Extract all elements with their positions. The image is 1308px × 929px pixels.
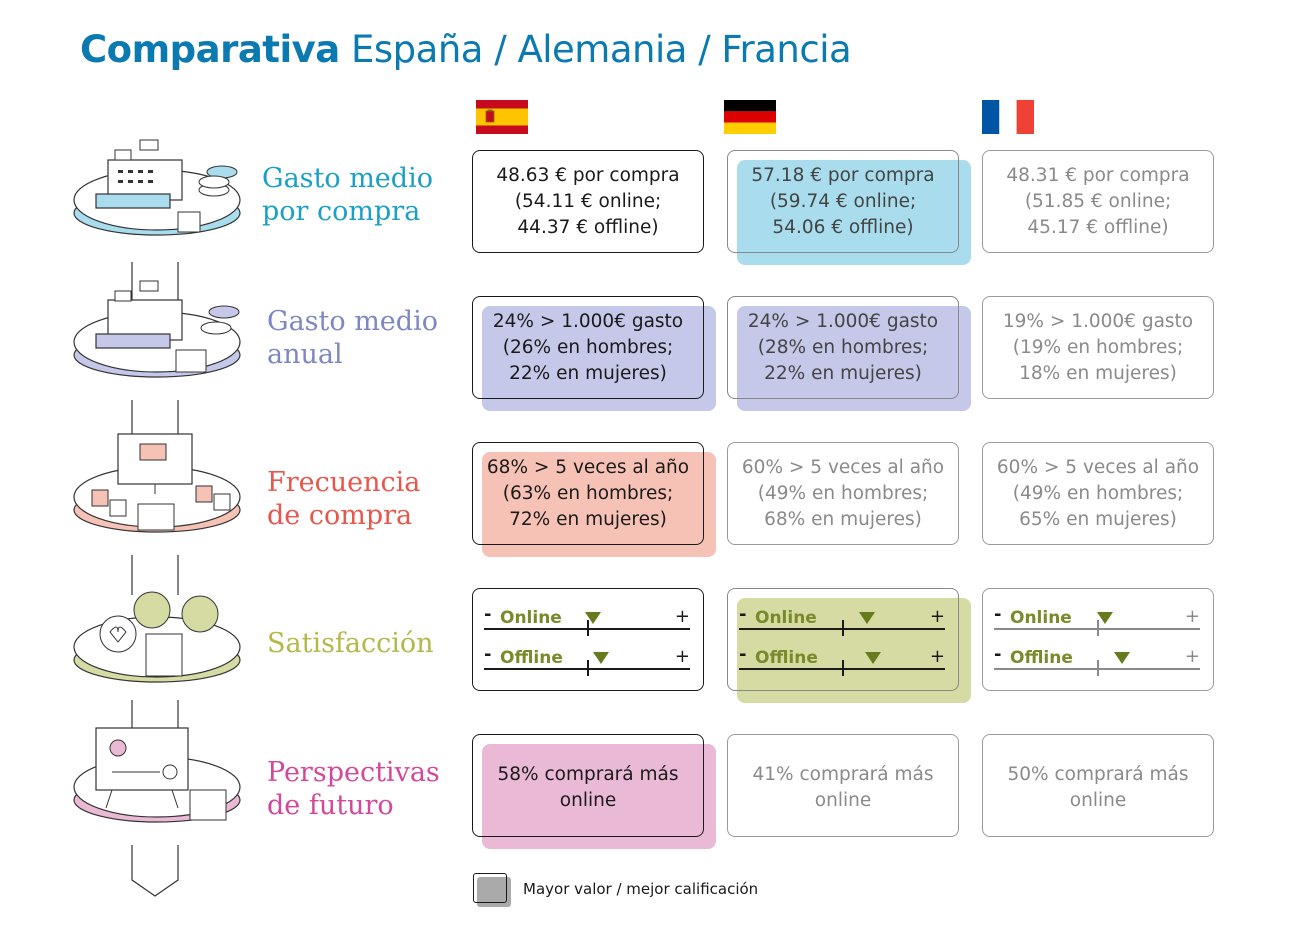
spain-flag-icon — [476, 100, 528, 134]
cell-gasto-anual-alemania: 24% > 1.000€ gasto (28% en hombres; 22% en… — [727, 296, 971, 411]
satisfaction-icon — [73, 591, 241, 683]
france-flag-icon — [982, 100, 1034, 134]
online-scale: - Online + — [739, 604, 945, 636]
legend-text: Mayor valor / mejor calificación — [523, 880, 759, 898]
online-marker — [858, 612, 875, 624]
offline-scale: - Offline + — [484, 644, 690, 676]
online-scale: - Online + — [994, 604, 1200, 636]
cell-gasto-anual-espana: 24% > 1.000€ gasto (26% en hombres; 22% en… — [472, 296, 716, 411]
title-bold: Comparativa — [80, 28, 340, 71]
cell-frecuencia-alemania: 60% > 5 veces al año (49% en hombres; 68% … — [727, 442, 959, 545]
cell-perspectivas-espana: 58% comprará más online — [472, 734, 716, 849]
offline-scale: - Offline + — [994, 644, 1200, 676]
cell-gasto-anual-francia: 19% > 1.000€ gasto (19% en hombres; 18% en… — [982, 296, 1214, 399]
cell-satisfaccion-alemania: - Online + - Offline + — [727, 588, 971, 703]
cell-perspectivas-francia: 50% comprará más online — [982, 734, 1214, 837]
cash-register-icon — [73, 139, 241, 236]
germany-flag-icon — [724, 100, 776, 134]
cell-satisfaccion-espana: - Online + - Offline + — [472, 588, 704, 691]
cell-gasto-compra-francia: 48.31 € por compra (51.85 € online; 45.17 … — [982, 150, 1214, 253]
page-title: Comparativa España / Alemania / Francia — [80, 28, 852, 71]
offline-scale: - Offline + — [739, 644, 945, 676]
cell-frecuencia-espana: 68% > 5 veces al año (63% en hombres; 72% … — [472, 442, 716, 557]
online-marker — [585, 612, 602, 624]
row-label-gasto-anual: Gasto medio anual — [267, 306, 438, 370]
online-marker — [1097, 612, 1114, 624]
row-label-satisfaccion: Satisfacción — [267, 628, 434, 659]
cash-register-calendar-icon — [73, 280, 241, 378]
legend-swatch — [473, 873, 511, 907]
row-label-frecuencia: Frecuencia de compra — [267, 467, 421, 531]
cell-satisfaccion-francia: - Online + - Offline + — [982, 588, 1214, 691]
row-label-perspectivas: Perspectivas de futuro — [267, 757, 440, 821]
cell-perspectivas-alemania: 41% comprará más online — [727, 734, 959, 837]
presentation-board-icon — [73, 727, 241, 823]
computer-shopping-icon — [73, 433, 241, 533]
offline-marker — [864, 652, 881, 664]
offline-marker — [1113, 652, 1130, 664]
cell-frecuencia-francia: 60% > 5 veces al año (49% en hombres; 65% … — [982, 442, 1214, 545]
cell-gasto-compra-alemania: 57.18 € por compra (59.74 € online; 54.06 … — [727, 150, 971, 265]
title-rest: España / Alemania / Francia — [351, 28, 852, 71]
row-label-gasto-compra: Gasto medio por compra — [262, 163, 433, 227]
cell-gasto-compra-espana: 48.63 € por compra (54.11 € online; 44.37 … — [472, 150, 704, 253]
online-scale: - Online + — [484, 604, 690, 636]
illustrations-column — [73, 139, 241, 897]
offline-marker — [593, 652, 610, 664]
